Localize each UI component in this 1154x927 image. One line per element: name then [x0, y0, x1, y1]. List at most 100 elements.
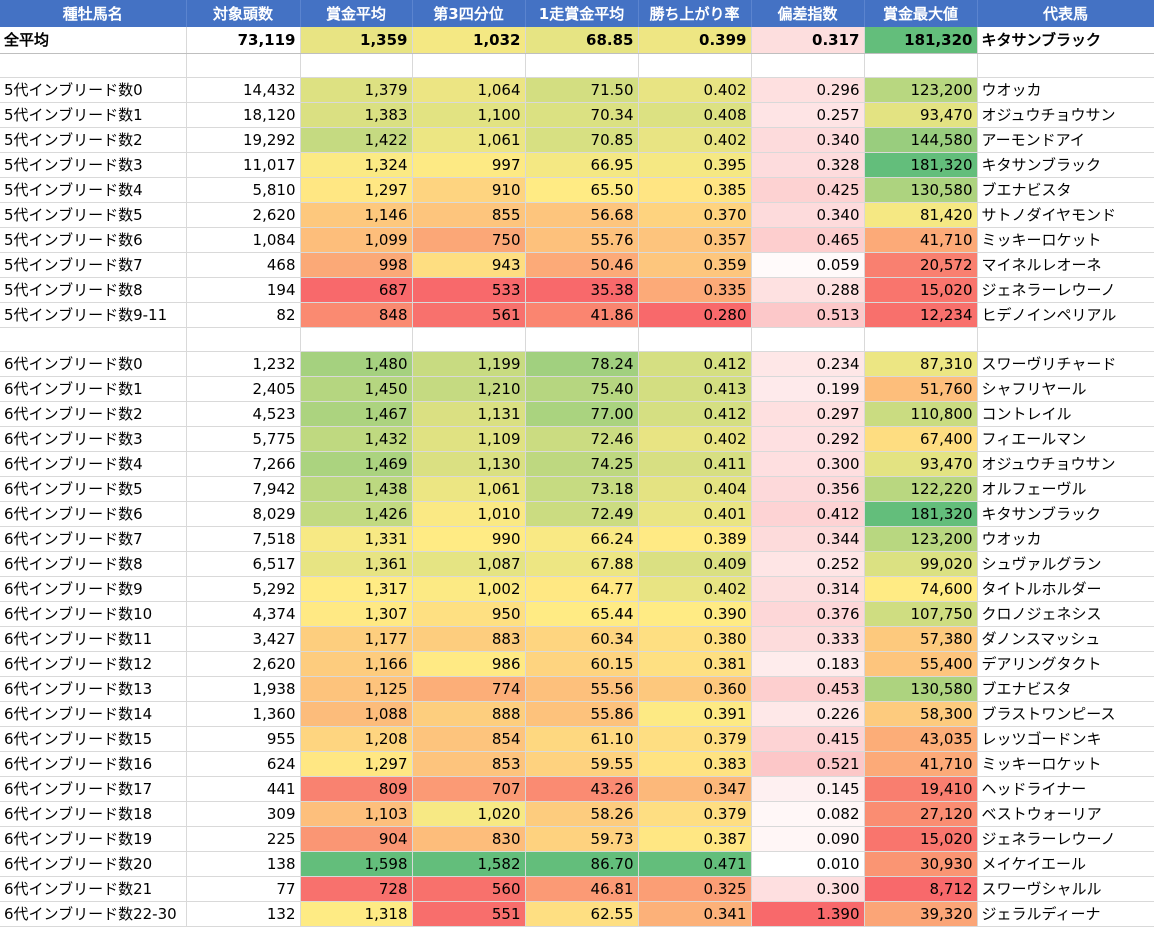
cell-win-rate[interactable]: 0.471 — [638, 851, 752, 877]
cell-deviation-index[interactable]: 0.314 — [751, 576, 865, 602]
cell-sire-name[interactable]: 6代インブリード数2 — [0, 401, 187, 427]
empty-cell[interactable] — [412, 327, 526, 352]
cell-prize-avg[interactable]: 1,307 — [300, 601, 413, 627]
cell-prize-avg[interactable]: 809 — [300, 776, 413, 802]
cell-prize-max[interactable]: 41,710 — [864, 751, 978, 777]
empty-cell[interactable] — [525, 327, 639, 352]
cell-representative-horse[interactable]: マイネルレオーネ — [977, 252, 1154, 278]
cell-prize-avg[interactable]: 1,450 — [300, 376, 413, 402]
cell-q3[interactable]: 1,130 — [412, 451, 526, 477]
cell-count[interactable]: 624 — [186, 751, 301, 777]
cell-count[interactable]: 19,292 — [186, 127, 301, 153]
cell-sire-name[interactable]: 6代インブリード数11 — [0, 626, 187, 652]
cell-sire-name[interactable]: 6代インブリード数10 — [0, 601, 187, 627]
cell-prize-max[interactable]: 39,320 — [864, 901, 978, 927]
cell-deviation-index[interactable]: 0.145 — [751, 776, 865, 802]
cell-win-rate[interactable]: 0.402 — [638, 77, 752, 103]
cell-q3[interactable]: 551 — [412, 901, 526, 927]
cell-representative-horse[interactable]: シュヴァルグラン — [977, 551, 1154, 577]
cell-q3[interactable]: 997 — [412, 152, 526, 178]
cell-prize-max[interactable]: 19,410 — [864, 776, 978, 802]
cell-win-rate[interactable]: 0.395 — [638, 152, 752, 178]
cell-prize-avg[interactable]: 1,208 — [300, 726, 413, 752]
cell-deviation-index[interactable]: 0.288 — [751, 277, 865, 303]
cell-representative-horse[interactable]: スワーヴシャルル — [977, 876, 1154, 902]
cell-prize-max[interactable]: 57,380 — [864, 626, 978, 652]
header-sire-name[interactable]: 種牡馬名 — [0, 0, 187, 27]
cell-sire-name[interactable]: 5代インブリード数2 — [0, 127, 187, 153]
cell-count[interactable]: 5,810 — [186, 177, 301, 203]
cell-prize-avg[interactable]: 1,480 — [300, 351, 413, 377]
cell-count[interactable]: 11,017 — [186, 152, 301, 178]
empty-cell[interactable] — [186, 53, 301, 78]
cell-per-run-avg[interactable]: 67.88 — [525, 551, 639, 577]
cell-count[interactable]: 5,775 — [186, 426, 301, 452]
cell-deviation-index[interactable]: 0.300 — [751, 451, 865, 477]
cell-q3[interactable]: 986 — [412, 651, 526, 677]
cell-q3[interactable]: 910 — [412, 177, 526, 203]
cell-count[interactable]: 138 — [186, 851, 301, 877]
cell-win-rate[interactable]: 0.412 — [638, 401, 752, 427]
cell-per-run-avg[interactable]: 66.24 — [525, 526, 639, 552]
cell-win-rate[interactable]: 0.401 — [638, 501, 752, 527]
empty-cell[interactable] — [186, 327, 301, 352]
empty-cell[interactable] — [0, 327, 187, 352]
cell-sire-name[interactable]: 6代インブリード数22-30 — [0, 901, 187, 927]
cell-count[interactable]: 18,120 — [186, 102, 301, 128]
cell-representative-horse[interactable]: ジェネラーレウーノ — [977, 826, 1154, 852]
empty-cell[interactable] — [412, 53, 526, 78]
cell-win-rate[interactable]: 0.360 — [638, 676, 752, 702]
cell-win-rate[interactable]: 0.402 — [638, 127, 752, 153]
cell-prize-max[interactable]: 67,400 — [864, 426, 978, 452]
cell-prize-max[interactable]: 51,760 — [864, 376, 978, 402]
cell-prize-max[interactable]: 107,750 — [864, 601, 978, 627]
cell-prize-max[interactable]: 99,020 — [864, 551, 978, 577]
cell-win-rate[interactable]: 0.402 — [638, 426, 752, 452]
cell-sire-name[interactable]: 6代インブリード数19 — [0, 826, 187, 852]
cell-sire-name[interactable]: 全平均 — [0, 27, 187, 54]
cell-per-run-avg[interactable]: 60.34 — [525, 626, 639, 652]
cell-win-rate[interactable]: 0.399 — [638, 27, 752, 54]
cell-q3[interactable]: 561 — [412, 302, 526, 328]
cell-prize-max[interactable]: 81,420 — [864, 202, 978, 228]
cell-per-run-avg[interactable]: 65.50 — [525, 177, 639, 203]
cell-q3[interactable]: 1,020 — [412, 801, 526, 827]
cell-representative-horse[interactable]: キタサンブラック — [977, 152, 1154, 178]
cell-count[interactable]: 2,620 — [186, 202, 301, 228]
cell-prize-max[interactable]: 144,580 — [864, 127, 978, 153]
cell-q3[interactable]: 1,210 — [412, 376, 526, 402]
cell-sire-name[interactable]: 5代インブリード数8 — [0, 277, 187, 303]
cell-win-rate[interactable]: 0.412 — [638, 351, 752, 377]
cell-win-rate[interactable]: 0.379 — [638, 726, 752, 752]
cell-per-run-avg[interactable]: 50.46 — [525, 252, 639, 278]
cell-prize-max[interactable]: 130,580 — [864, 177, 978, 203]
cell-q3[interactable]: 1,010 — [412, 501, 526, 527]
cell-win-rate[interactable]: 0.413 — [638, 376, 752, 402]
cell-prize-avg[interactable]: 1,318 — [300, 901, 413, 927]
cell-representative-horse[interactable]: シャフリヤール — [977, 376, 1154, 402]
cell-sire-name[interactable]: 6代インブリード数9 — [0, 576, 187, 602]
cell-deviation-index[interactable]: 0.090 — [751, 826, 865, 852]
cell-per-run-avg[interactable]: 64.77 — [525, 576, 639, 602]
cell-per-run-avg[interactable]: 58.26 — [525, 801, 639, 827]
cell-q3[interactable]: 750 — [412, 227, 526, 253]
cell-prize-avg[interactable]: 728 — [300, 876, 413, 902]
cell-count[interactable]: 82 — [186, 302, 301, 328]
empty-cell[interactable] — [977, 327, 1154, 352]
cell-deviation-index[interactable]: 0.344 — [751, 526, 865, 552]
cell-q3[interactable]: 1,109 — [412, 426, 526, 452]
cell-representative-horse[interactable]: キタサンブラック — [977, 27, 1154, 54]
cell-sire-name[interactable]: 6代インブリード数16 — [0, 751, 187, 777]
cell-deviation-index[interactable]: 0.376 — [751, 601, 865, 627]
cell-win-rate[interactable]: 0.411 — [638, 451, 752, 477]
cell-deviation-index[interactable]: 0.425 — [751, 177, 865, 203]
cell-sire-name[interactable]: 6代インブリード数7 — [0, 526, 187, 552]
cell-deviation-index[interactable]: 0.257 — [751, 102, 865, 128]
cell-per-run-avg[interactable]: 73.18 — [525, 476, 639, 502]
cell-representative-horse[interactable]: ミッキーロケット — [977, 751, 1154, 777]
cell-deviation-index[interactable]: 0.082 — [751, 801, 865, 827]
cell-q3[interactable]: 830 — [412, 826, 526, 852]
cell-per-run-avg[interactable]: 41.86 — [525, 302, 639, 328]
cell-sire-name[interactable]: 5代インブリード数3 — [0, 152, 187, 178]
cell-per-run-avg[interactable]: 74.25 — [525, 451, 639, 477]
